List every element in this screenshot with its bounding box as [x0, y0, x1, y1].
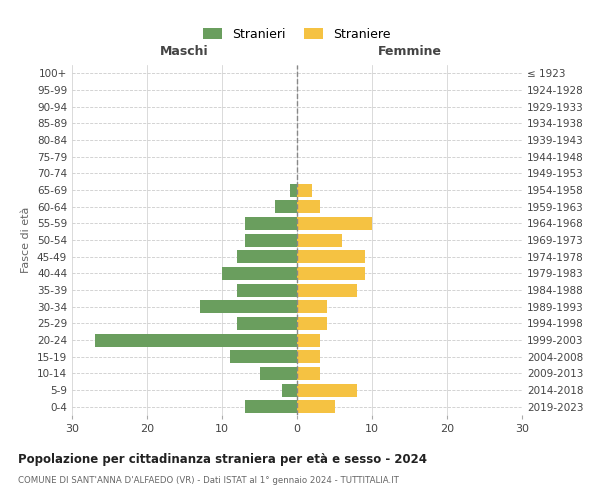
Bar [297, 384, 357, 396]
Text: Popolazione per cittadinanza straniera per età e sesso - 2024: Popolazione per cittadinanza straniera p… [18, 452, 427, 466]
Bar [297, 350, 320, 363]
Text: COMUNE DI SANT'ANNA D'ALFAEDO (VR) - Dati ISTAT al 1° gennaio 2024 - TUTTITALIA.: COMUNE DI SANT'ANNA D'ALFAEDO (VR) - Dat… [18, 476, 399, 485]
Bar [297, 217, 372, 230]
Bar [229, 350, 297, 363]
Bar [245, 234, 297, 246]
Bar [237, 317, 297, 330]
Bar [297, 200, 320, 213]
Bar [237, 284, 297, 296]
Bar [282, 384, 297, 396]
Bar [297, 250, 365, 263]
Bar [199, 300, 297, 313]
Bar [297, 334, 320, 346]
Y-axis label: Fasce di età: Fasce di età [22, 207, 31, 273]
Bar [297, 367, 320, 380]
Bar [297, 184, 312, 196]
Bar [297, 317, 327, 330]
Bar [297, 300, 327, 313]
Bar [297, 284, 357, 296]
Legend: Stranieri, Straniere: Stranieri, Straniere [199, 23, 395, 46]
Bar [245, 400, 297, 413]
Bar [290, 184, 297, 196]
Bar [297, 267, 365, 280]
Bar [237, 250, 297, 263]
Text: Femmine: Femmine [377, 46, 442, 59]
Bar [297, 400, 335, 413]
Bar [222, 267, 297, 280]
Bar [260, 367, 297, 380]
Text: Maschi: Maschi [160, 46, 209, 59]
Bar [95, 334, 297, 346]
Bar [297, 234, 342, 246]
Bar [275, 200, 297, 213]
Bar [245, 217, 297, 230]
